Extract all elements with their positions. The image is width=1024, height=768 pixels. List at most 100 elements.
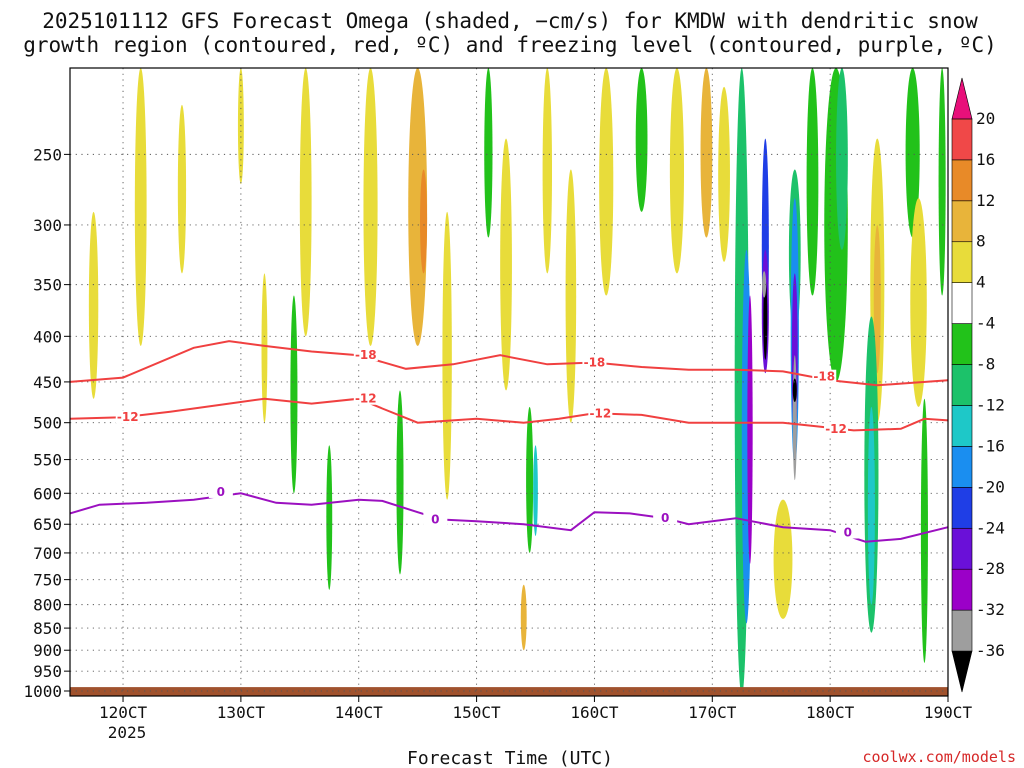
- omega-cell-20: [599, 68, 614, 296]
- colorbar-label-10: 8: [976, 232, 986, 251]
- omega-cell-44: [867, 406, 875, 605]
- colorbar-swatch-3: [951, 527, 973, 570]
- y-tick-1000: 1000: [23, 682, 62, 701]
- contour-label-0-1: 0: [431, 512, 439, 526]
- omega-cell-10: [420, 169, 428, 274]
- omega-cell-31: [762, 271, 767, 298]
- contour-label-bg-0-0: [208, 484, 233, 498]
- contour-label-bg-0-2: [653, 511, 678, 525]
- y-tick-950: 950: [33, 662, 62, 681]
- colorbar-label-12: 16: [976, 150, 995, 169]
- y-tick-450: 450: [33, 373, 62, 392]
- x-tick-140CT: 140CT: [335, 703, 384, 722]
- omega-cell-42: [873, 224, 881, 374]
- contour-label-bg--18-1: [582, 355, 607, 369]
- omega-cell-16: [533, 445, 538, 536]
- chart-title-line2: growth region (contoured, red, ºC) and f…: [23, 33, 997, 57]
- contour-label--12-2: -12: [589, 406, 611, 420]
- y-tick-850: 850: [33, 619, 62, 638]
- contour-label--12-3: -12: [825, 422, 847, 436]
- colorbar-label-2: -28: [976, 559, 1005, 578]
- omega-cell-12: [442, 211, 452, 500]
- omega-cell-5: [290, 295, 298, 494]
- omega-cell-37: [792, 378, 797, 403]
- y-tick-550: 550: [33, 451, 62, 470]
- colorbar-label-3: -24: [976, 518, 1005, 537]
- colorbar-label-5: -16: [976, 436, 1005, 455]
- colorbar-swatch-9: [951, 282, 973, 324]
- colorbar-swatch-13: [951, 118, 973, 161]
- colorbar-swatch-8: [951, 323, 973, 365]
- colorbar-swatch-1: [951, 609, 973, 652]
- omega-cell-47: [920, 398, 928, 663]
- omega-cell-17: [520, 584, 527, 651]
- colorbar-label-6: -12: [976, 395, 1005, 414]
- omega-cell-38: [806, 68, 819, 296]
- contour-label-bg--12-2: [588, 406, 613, 420]
- contour-label-bg--12-1: [353, 391, 378, 405]
- omega-cell-23: [700, 68, 713, 238]
- omega-cell-9: [408, 68, 428, 346]
- omega-cell-30: [763, 279, 768, 360]
- contour-label-0-2: 0: [661, 511, 669, 525]
- ground-surface: [70, 687, 948, 696]
- x-tick-120CT: 120CT: [99, 703, 148, 722]
- colorbar-label-0: -36: [976, 641, 1005, 660]
- omega-cell-32: [773, 499, 793, 619]
- omega-cell-18: [542, 68, 553, 274]
- colorbar-label-8: -4: [976, 314, 995, 333]
- colorbar: -36 -32 -28 -24 -20 -16 -12 -8 -4 4 8 12 16 20: [951, 77, 1005, 693]
- omega-cell-22: [669, 68, 685, 274]
- y-tick-350: 350: [33, 276, 62, 295]
- colorbar-swatch-12: [951, 159, 973, 202]
- x-axis: 120CT 130CT 140CT 150CT 160CT 170CT 180CT 190CT: [99, 696, 972, 722]
- omega-cell-13: [484, 68, 493, 238]
- colorbar-swatch-6: [951, 405, 973, 447]
- contour-label-bg--12-3: [824, 421, 849, 435]
- colorbar-label-9: 4: [976, 273, 986, 292]
- y-tick-300: 300: [33, 216, 62, 235]
- y-tick-900: 900: [33, 641, 62, 660]
- x-tick-170CT: 170CT: [688, 703, 737, 722]
- y-tick-250: 250: [33, 145, 62, 164]
- omega-cell-24: [718, 86, 730, 262]
- y-tick-600: 600: [33, 484, 62, 503]
- x-tick-180CT: 180CT: [806, 703, 855, 722]
- contour-label--18-2: -18: [813, 370, 835, 384]
- colorbar-swatch-7: [951, 364, 973, 406]
- colorbar-swatch-4: [951, 487, 973, 529]
- colorbar-swatch-10: [951, 241, 973, 283]
- colorbar-swatch-0: [951, 650, 973, 693]
- omega-cell-27: [747, 295, 753, 564]
- y-tick-650: 650: [33, 515, 62, 534]
- omega-cell-1: [134, 68, 147, 346]
- colorbar-label-1: -32: [976, 600, 1005, 619]
- contour-label-bg-0-3: [835, 525, 860, 539]
- omega-cell-40: [836, 68, 848, 250]
- colorbar-swatch-5: [951, 446, 973, 488]
- colorbar-swatch-2: [951, 568, 973, 611]
- y-tick-750: 750: [33, 571, 62, 590]
- y-tick-800: 800: [33, 596, 62, 615]
- omega-cell-6: [299, 68, 312, 337]
- colorbar-label-7: -8: [976, 355, 995, 374]
- chart-title-line1: 2025101112 GFS Forecast Omega (shaded, −…: [42, 9, 978, 33]
- colorbar-swatch-14: [951, 77, 973, 120]
- y-tick-400: 400: [33, 327, 62, 346]
- contour-label--12-1: -12: [355, 392, 377, 406]
- x-tick-130CT: 130CT: [217, 703, 266, 722]
- omega-cell-19: [565, 169, 577, 423]
- omega-cell-2: [177, 104, 187, 274]
- omega-cell-11: [396, 390, 404, 575]
- colorbar-swatch-11: [951, 200, 973, 243]
- y-tick-500: 500: [33, 414, 62, 433]
- x-tick-160CT: 160CT: [570, 703, 619, 722]
- x-tick-190CT: 190CT: [924, 703, 973, 722]
- omega-cell-15: [526, 406, 534, 553]
- omega-cell-14: [500, 138, 512, 391]
- contour-label--12-0: -12: [117, 410, 139, 424]
- omega-cell-21: [635, 68, 648, 212]
- contour-label-bg--18-2: [812, 369, 837, 383]
- y-tick-700: 700: [33, 544, 62, 563]
